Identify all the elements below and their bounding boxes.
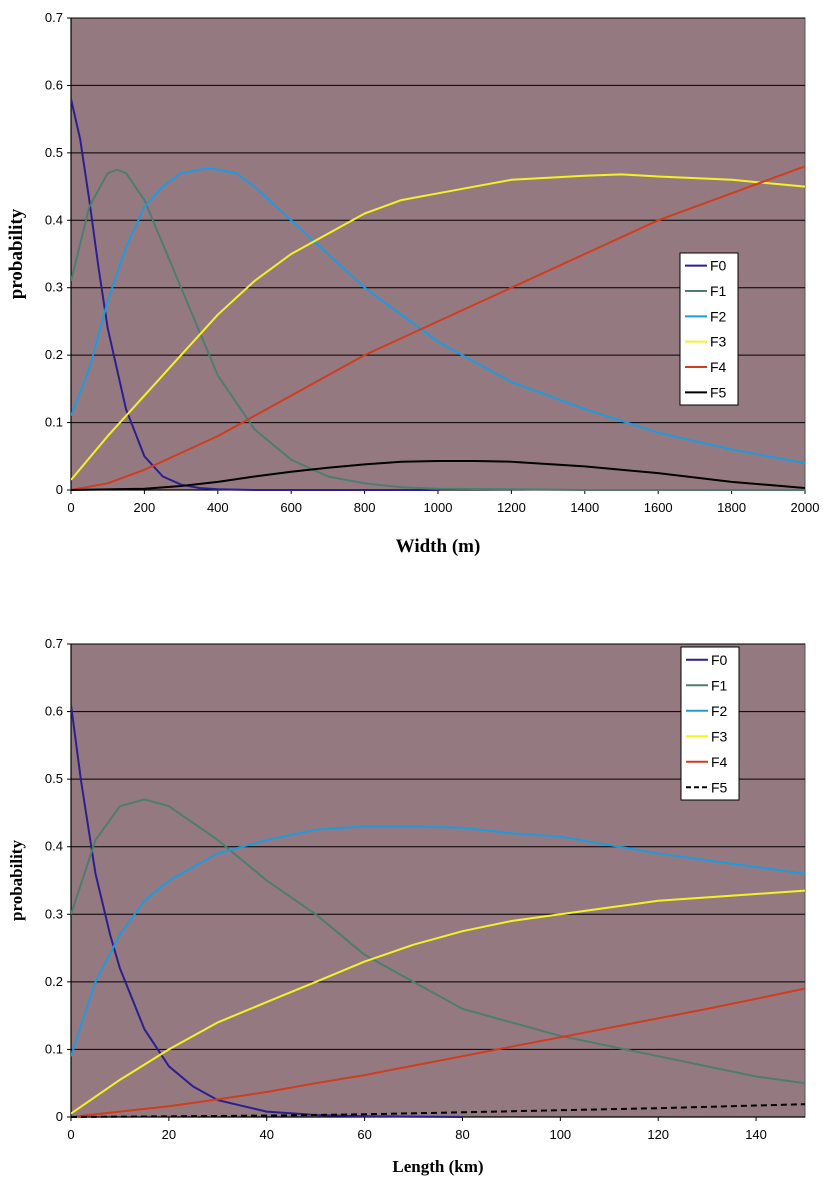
width-x-tick-label: 400: [207, 500, 229, 515]
width-y-tick-label: 0.6: [45, 77, 63, 92]
length-legend-label-f5: F5: [711, 779, 728, 795]
width-series-f1-line: [71, 168, 805, 491]
length-legend-label-f1: F1: [711, 677, 728, 693]
length-x-tick-label: 20: [162, 1127, 176, 1142]
length-y-tick-label: 0: [56, 1109, 63, 1124]
width-series-f2-line: [71, 167, 805, 464]
width-x-tick-label: 1600: [644, 500, 673, 515]
length-legend-label-f0: F0: [711, 652, 728, 668]
length-y-axis-title: probability: [7, 840, 26, 921]
width-x-tick-label: 1200: [497, 500, 526, 515]
width-series-f5-line: [71, 460, 805, 491]
length-x-tick-label: 0: [67, 1127, 74, 1142]
length-series-f3-line: [71, 889, 805, 1115]
length-y-tick-label: 0.4: [45, 839, 63, 854]
width-x-tick-label: 200: [134, 500, 156, 515]
width-legend-label-f4: F4: [710, 359, 727, 375]
length-x-tick-label: 80: [455, 1127, 469, 1142]
width-y-tick-label: 0.3: [45, 280, 63, 295]
width-x-tick-label: 0: [67, 500, 74, 515]
length-y-tick-label: 0.6: [45, 704, 63, 719]
width-x-tick-label: 2000: [791, 500, 820, 515]
width-y-tick-label: 0: [56, 482, 63, 497]
width-series-f4-line: [71, 165, 805, 491]
length-y-tick-label: 0.1: [45, 1041, 63, 1056]
width-y-tick-label: 0.2: [45, 347, 63, 362]
length-y-tick-label: 0.3: [45, 906, 63, 921]
length-legend-box: [680, 646, 740, 801]
width-series-f3-line: [71, 173, 805, 481]
width-y-tick-label: 0.1: [45, 415, 63, 430]
length-series-f2-line: [71, 825, 805, 1057]
width-x-tick-label: 600: [280, 500, 302, 515]
width-x-tick-label: 800: [354, 500, 376, 515]
width-legend-box: [679, 252, 739, 406]
width-chart: 0 0.1 0.2 0.3 0.4 0.5 0.6 0.7 0 200 400 600 800 1000 1…: [6, 10, 820, 557]
width-x-tick-label: 1000: [424, 500, 453, 515]
length-series-f4-line: [71, 987, 805, 1118]
length-y-tick-label: 0.5: [45, 771, 63, 786]
width-y-tick-label: 0.7: [45, 10, 63, 25]
width-legend-label-f2: F2: [710, 308, 727, 324]
length-series-f1-line: [71, 798, 805, 1085]
length-legend-label-f4: F4: [711, 754, 728, 770]
width-series-f0-line: [71, 98, 438, 491]
length-x-tick-label: 60: [357, 1127, 371, 1142]
length-legend-label-f3: F3: [711, 728, 728, 744]
length-x-tick-label: 120: [647, 1127, 669, 1142]
width-x-axis-title: Width (m): [396, 536, 481, 557]
width-y-tick-label: 0.5: [45, 145, 63, 160]
width-legend-label-f3: F3: [710, 334, 727, 350]
length-x-tick-label: 40: [259, 1127, 273, 1142]
length-y-tick-label: 0.2: [45, 974, 63, 989]
length-x-axis-title: Length (km): [392, 1157, 483, 1176]
length-x-tick-label: 100: [549, 1127, 571, 1142]
length-series-f5-line: [71, 1103, 805, 1118]
width-y-axis-title: probability: [6, 208, 27, 299]
length-x-tick-label: 140: [745, 1127, 767, 1142]
width-legend: F0 F1 F2 F3 F4 F5: [679, 252, 739, 406]
length-legend: F0 F1 F2 F3 F4 F5: [680, 646, 740, 801]
width-y-tick-label: 0.4: [45, 212, 63, 227]
width-legend-label-f0: F0: [710, 258, 727, 274]
width-legend-label-f5: F5: [710, 384, 727, 400]
width-x-tick-label: 1400: [570, 500, 599, 515]
length-chart: 0 0.1 0.2 0.3 0.4 0.5 0.6 0.7 0 20 40 60 80 100 120 140…: [7, 636, 806, 1176]
width-legend-label-f1: F1: [710, 283, 727, 299]
width-x-tick-label: 1800: [717, 500, 746, 515]
length-y-tick-label: 0.7: [45, 636, 63, 651]
length-legend-label-f2: F2: [711, 703, 728, 719]
